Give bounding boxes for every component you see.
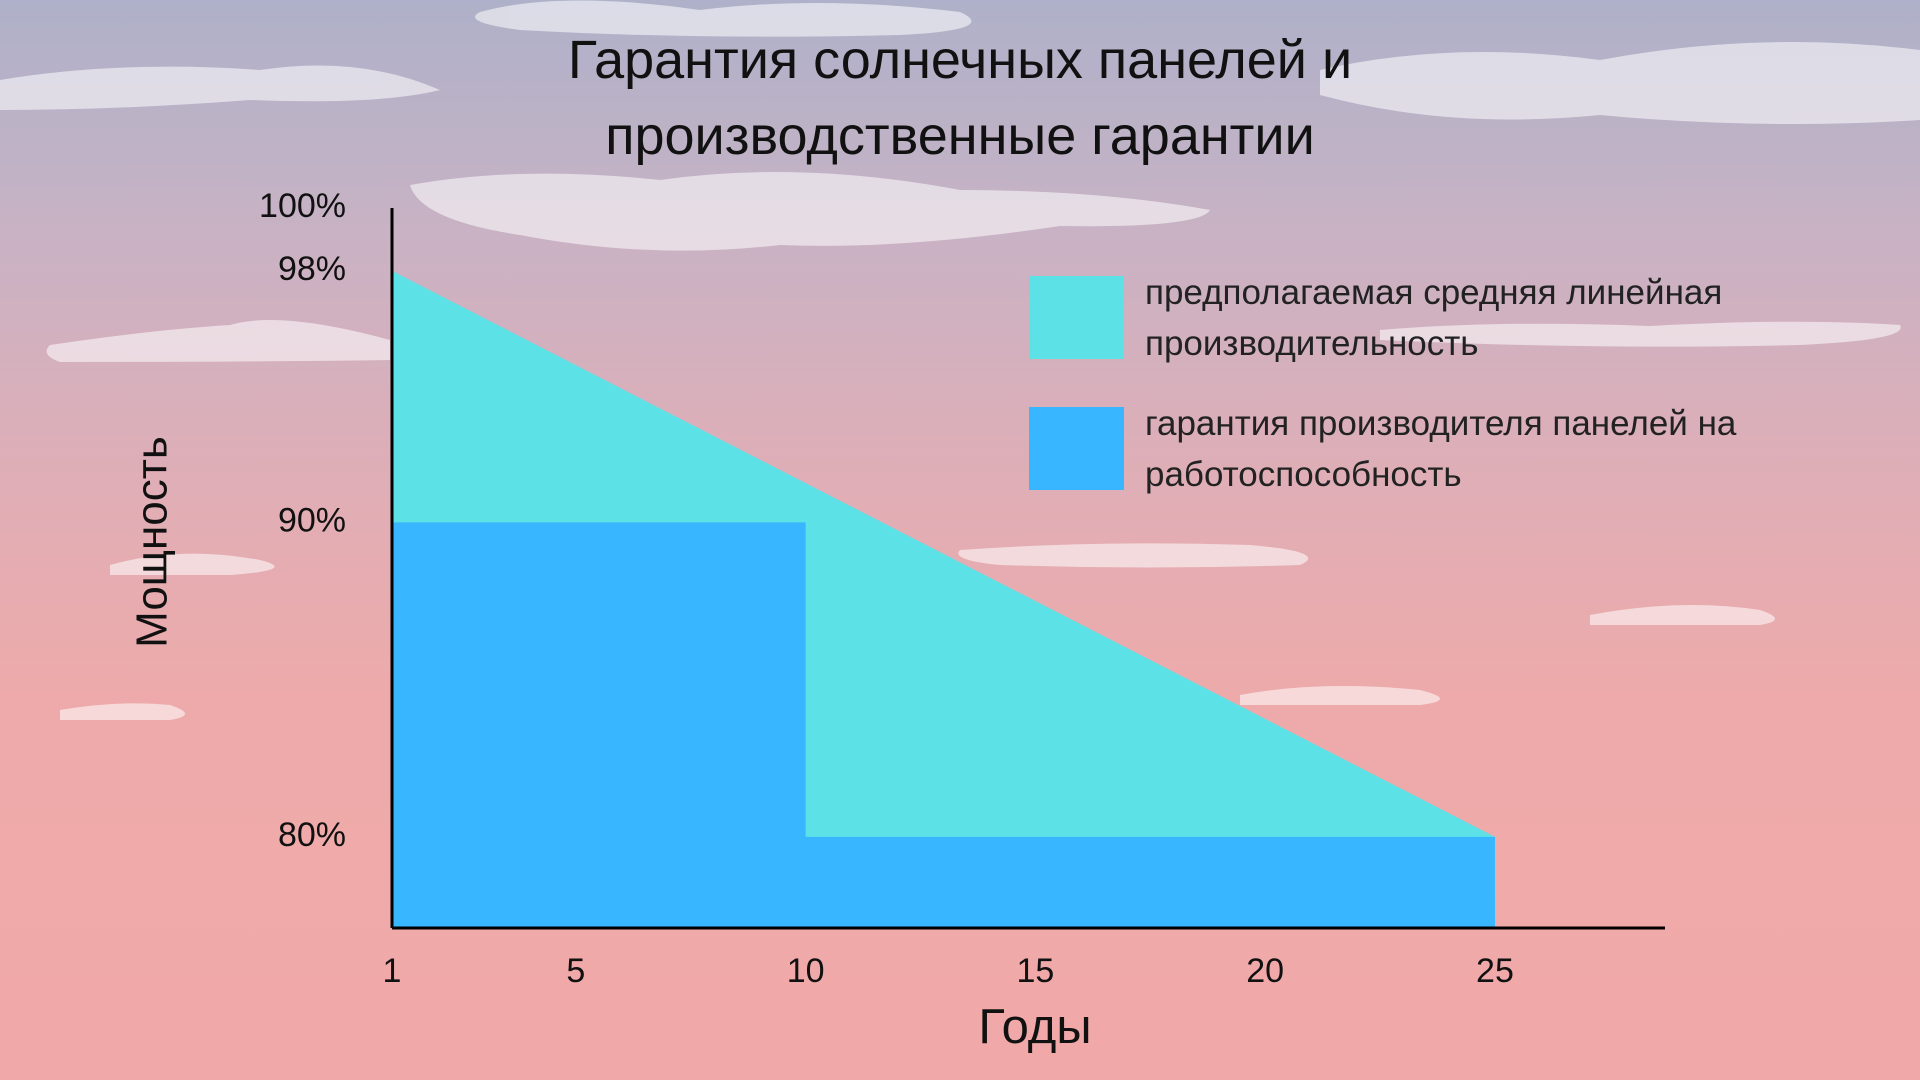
legend-label: предполагаемая средняя линейная производ… (1145, 273, 1723, 363)
x-tick-label: 5 (566, 952, 585, 990)
x-tick-label: 10 (787, 952, 825, 990)
x-tick-label: 1 (383, 952, 402, 990)
y-tick-label: 80% (278, 816, 346, 854)
chart-title: Гарантия солнечных панелей и производств… (567, 30, 1353, 166)
y-axis-title: Мощность (128, 436, 177, 648)
legend-swatch (1029, 407, 1124, 490)
clouds (0, 0, 1920, 720)
y-tick-label: 100% (259, 187, 346, 225)
x-tick-label: 20 (1246, 952, 1284, 990)
x-tick-label: 25 (1476, 952, 1514, 990)
legend-label: гарантия производителя панелей на работо… (1145, 404, 1737, 494)
legend-swatch (1029, 276, 1124, 359)
y-tick-label: 90% (278, 501, 346, 539)
x-axis-title: Годы (978, 1000, 1091, 1054)
x-tick-label: 15 (1016, 952, 1054, 990)
y-tick-label: 98% (278, 250, 346, 288)
area (392, 522, 1495, 928)
